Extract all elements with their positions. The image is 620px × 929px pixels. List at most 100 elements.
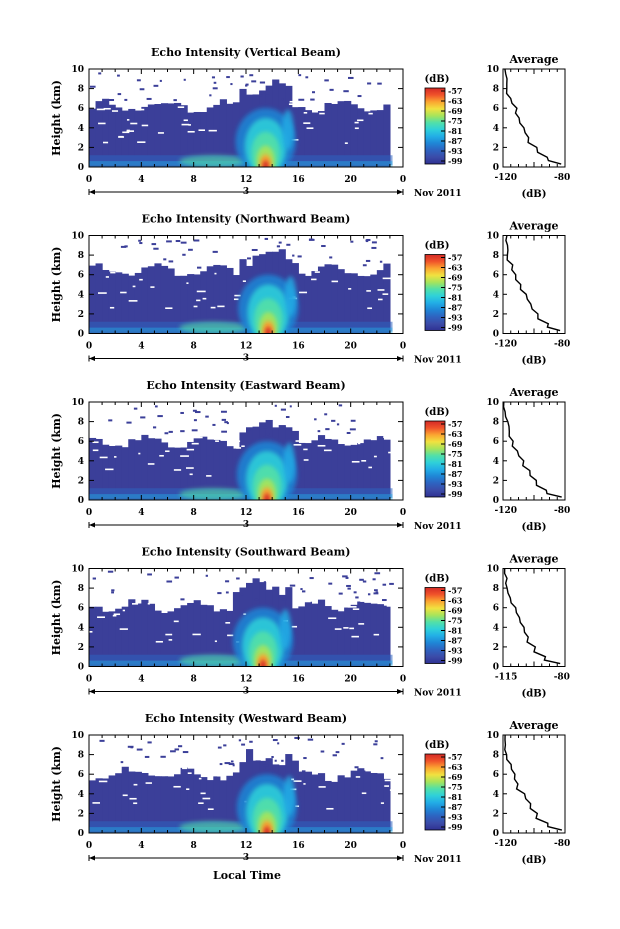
echo-column — [337, 775, 345, 833]
y-tick-label: 8 — [78, 751, 84, 761]
x-tick-label: 20 — [344, 841, 357, 851]
echo-column — [206, 439, 214, 500]
data-gap — [129, 797, 137, 800]
colorbar-tick-label: -69 — [448, 439, 463, 449]
data-gap — [188, 124, 191, 126]
echo-speck — [92, 577, 97, 580]
data-gap — [185, 467, 194, 469]
echo-speck — [245, 83, 249, 86]
x-tick-label: 4 — [138, 508, 144, 518]
echo-column — [304, 275, 313, 334]
echo-column — [121, 606, 129, 667]
panel-1: Echo Intensity (Vertical Beam)0 4 8 12 16 20 0… — [50, 46, 570, 200]
data-gap — [122, 794, 128, 797]
echo-speck — [175, 240, 181, 243]
echo-column — [102, 98, 110, 167]
echo-column — [383, 439, 391, 500]
average-profile-line — [503, 568, 561, 665]
x-tick-label: 16 — [292, 175, 305, 185]
data-gap — [352, 608, 360, 610]
x-tick-label: 12 — [240, 175, 253, 185]
echo-column — [331, 103, 339, 167]
colorbar-tick-label: -87 — [448, 636, 462, 646]
echo-speck — [127, 745, 134, 748]
average-y-tick-label: 0 — [493, 330, 499, 340]
echo-speck — [111, 591, 114, 594]
echo-column — [344, 777, 352, 833]
echo-column — [89, 265, 97, 334]
average-y-tick-label: 4 — [493, 457, 499, 467]
data-gap — [186, 788, 190, 791]
data-gap — [111, 110, 119, 112]
echo-column — [344, 100, 352, 167]
x-tick-label: 4 — [138, 841, 144, 851]
date-label: Nov 2011 — [414, 189, 462, 199]
data-gap — [114, 456, 117, 458]
data-gap — [303, 111, 308, 114]
data-gap — [354, 121, 359, 124]
data-gap — [343, 627, 349, 629]
data-gap — [323, 449, 332, 452]
echo-column — [219, 99, 227, 167]
echo-speck — [272, 739, 278, 742]
data-gap — [120, 291, 127, 294]
echo-column — [324, 780, 332, 833]
echo-column — [167, 103, 175, 167]
secondary-cell — [283, 442, 296, 483]
echo-column — [317, 599, 326, 667]
secondary-cell — [283, 775, 296, 816]
echo-column — [363, 439, 371, 500]
data-gap — [187, 266, 193, 269]
echo-column — [160, 442, 169, 500]
echo-column — [317, 773, 326, 833]
echo-speck — [139, 88, 145, 91]
average-y-tick-label: 10 — [486, 65, 499, 75]
echo-speck — [148, 266, 154, 269]
echo-column — [187, 768, 195, 833]
data-gap — [126, 130, 135, 132]
data-gap — [157, 132, 164, 134]
data-gap — [243, 613, 247, 615]
echo-speck — [117, 74, 120, 77]
average-x-tick-label: -120 — [495, 340, 518, 350]
echo-speck — [298, 74, 302, 77]
colorbar-unit: (dB) — [425, 74, 450, 85]
echo-column — [167, 268, 175, 334]
data-gap — [182, 767, 188, 770]
data-gap — [226, 433, 235, 436]
echo-column — [160, 776, 169, 833]
echo-speck — [182, 253, 186, 256]
echo-speck — [362, 264, 367, 267]
echo-column — [213, 439, 221, 500]
average-y-tick-label: 4 — [493, 124, 499, 134]
echo-speck — [347, 76, 354, 79]
echo-speck — [345, 576, 349, 579]
echo-speck — [354, 766, 359, 769]
echo-column — [147, 775, 156, 833]
echo-column — [370, 772, 378, 833]
echo-column — [193, 438, 201, 500]
average-y-tick-label: 2 — [493, 809, 499, 819]
x-tick-label: 12 — [240, 841, 253, 851]
echo-speck — [290, 263, 294, 266]
echo-speck — [136, 79, 141, 82]
echo-speck — [191, 429, 198, 432]
echo-speck — [146, 97, 152, 100]
echo-column — [115, 608, 123, 667]
data-gap — [348, 288, 352, 290]
date-bar-arrow — [397, 189, 403, 195]
echo-column — [187, 274, 195, 334]
echo-column — [174, 275, 182, 334]
y-tick-label: 8 — [78, 85, 84, 95]
data-gap — [227, 634, 234, 637]
date-bar-arrow — [89, 522, 95, 528]
echo-speck — [262, 764, 269, 767]
echo-speck — [183, 78, 186, 81]
echo-speck — [371, 241, 377, 244]
average-y-tick-label: 6 — [493, 104, 499, 114]
echo-column — [206, 605, 214, 667]
echo-speck — [133, 407, 138, 410]
echo-column — [187, 602, 195, 667]
average-y-tick-label: 6 — [493, 437, 499, 447]
data-gap — [314, 271, 320, 273]
